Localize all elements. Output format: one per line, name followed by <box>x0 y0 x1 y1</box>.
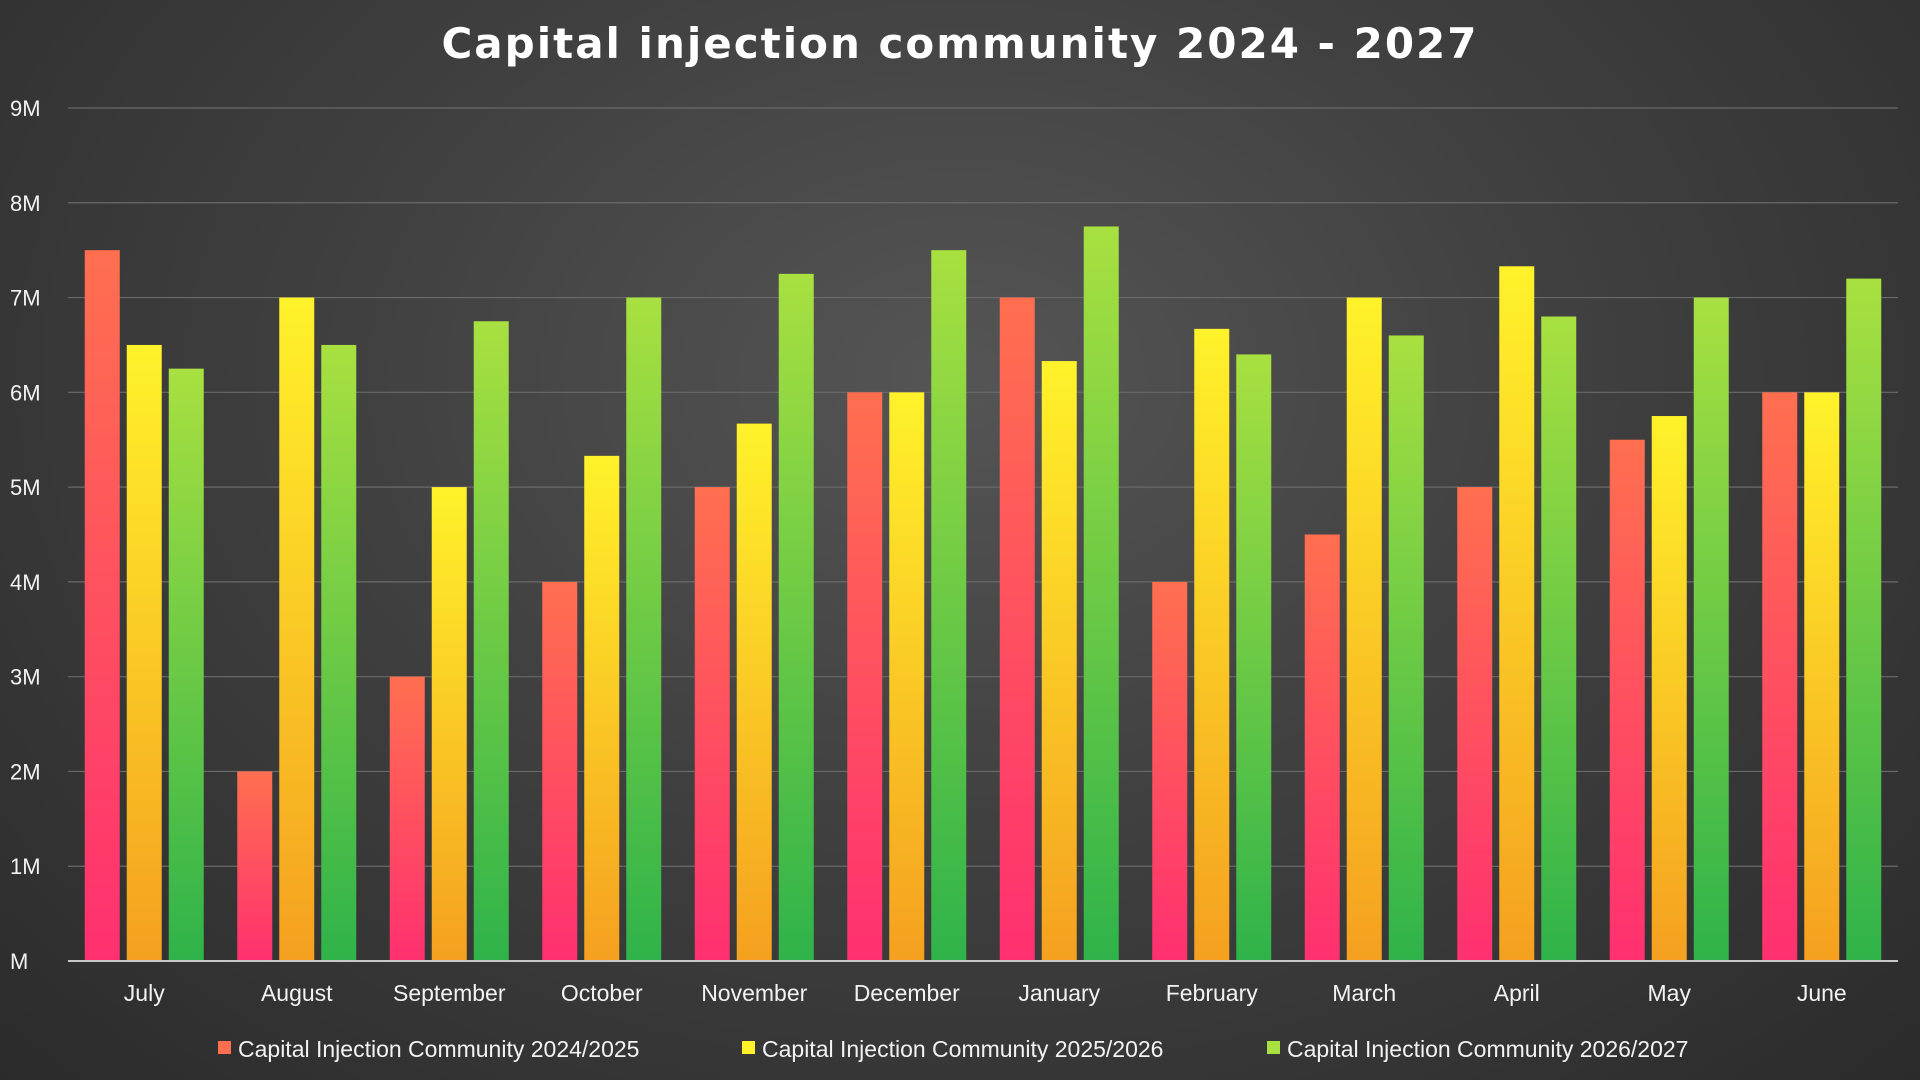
y-tick-label: M <box>10 949 28 974</box>
bar-january-series-1 <box>999 297 1035 961</box>
legend-label-2: Capital Injection Community 2025/2026 <box>762 1036 1163 1062</box>
bar-july-series-1 <box>84 250 120 961</box>
x-category-label: May <box>1648 980 1692 1006</box>
bar-september-series-3 <box>473 321 509 961</box>
bar-may-series-2 <box>1651 416 1687 961</box>
x-category-label: December <box>854 980 960 1006</box>
bar-december-series-2 <box>889 392 925 961</box>
y-tick-label: 6M <box>10 380 41 405</box>
bar-october-series-1 <box>542 581 578 961</box>
x-category-label: March <box>1332 980 1396 1006</box>
x-category-label: October <box>561 980 643 1006</box>
bar-november-series-3 <box>778 273 814 962</box>
gridlines <box>68 107 1898 867</box>
bar-october-series-3 <box>626 297 662 961</box>
bars <box>84 226 1882 962</box>
bar-march-series-2 <box>1346 297 1382 961</box>
legend-swatch-2 <box>742 1041 755 1054</box>
bar-april-series-2 <box>1499 266 1535 961</box>
bar-january-series-2 <box>1041 361 1077 962</box>
y-tick-label: 4M <box>10 570 41 595</box>
bar-december-series-3 <box>931 250 967 961</box>
legend-label-3: Capital Injection Community 2026/2027 <box>1287 1036 1688 1062</box>
bar-august-series-1 <box>237 771 273 961</box>
bar-november-series-1 <box>694 487 730 961</box>
chart-title: Capital injection community 2024 - 2027 <box>441 19 1478 68</box>
bar-july-series-2 <box>126 344 162 961</box>
bar-november-series-2 <box>736 423 772 961</box>
y-tick-label: 1M <box>10 854 41 879</box>
y-tick-label: 2M <box>10 759 41 784</box>
x-category-label: September <box>393 980 506 1006</box>
legend-swatch-1 <box>218 1041 231 1054</box>
bar-march-series-1 <box>1304 534 1340 961</box>
x-category-label: February <box>1166 980 1259 1006</box>
bar-march-series-3 <box>1388 335 1424 961</box>
bar-february-series-1 <box>1152 581 1188 961</box>
bar-january-series-3 <box>1083 226 1119 961</box>
bar-august-series-2 <box>279 297 315 961</box>
bar-december-series-1 <box>847 392 883 961</box>
bar-february-series-3 <box>1236 354 1272 961</box>
x-axis-categories: July August September October November Decemb… <box>124 980 1847 1006</box>
y-tick-label: 3M <box>10 665 41 690</box>
bar-may-series-1 <box>1609 439 1645 961</box>
legend: Capital Injection Community 2024/2025 Cap… <box>218 1036 1688 1062</box>
bar-june-series-1 <box>1762 392 1798 961</box>
bar-june-series-2 <box>1804 392 1840 961</box>
x-category-label: July <box>124 980 165 1006</box>
legend-swatch-3 <box>1267 1041 1280 1054</box>
bar-june-series-3 <box>1846 278 1882 962</box>
legend-label-1: Capital Injection Community 2024/2025 <box>238 1036 639 1062</box>
bar-august-series-3 <box>321 344 357 961</box>
bar-april-series-1 <box>1457 487 1493 961</box>
y-tick-label: 5M <box>10 475 41 500</box>
bar-october-series-2 <box>584 455 620 961</box>
y-tick-label: 8M <box>10 191 41 216</box>
bar-july-series-3 <box>168 368 204 961</box>
bar-april-series-3 <box>1541 316 1577 961</box>
y-axis-ticks: M 1M 2M 3M 4M 5M 6M 7M 8M 9M <box>10 96 41 974</box>
bar-september-series-2 <box>431 487 467 961</box>
x-category-label: August <box>261 980 333 1006</box>
y-tick-label: 7M <box>10 286 41 311</box>
x-category-label: April <box>1494 980 1540 1006</box>
bar-february-series-2 <box>1194 328 1230 961</box>
x-category-label: November <box>701 980 807 1006</box>
bar-september-series-1 <box>389 676 425 961</box>
x-category-label: January <box>1018 980 1100 1006</box>
x-category-label: June <box>1797 980 1847 1006</box>
y-tick-label: 9M <box>10 96 41 121</box>
bar-may-series-3 <box>1693 297 1729 961</box>
